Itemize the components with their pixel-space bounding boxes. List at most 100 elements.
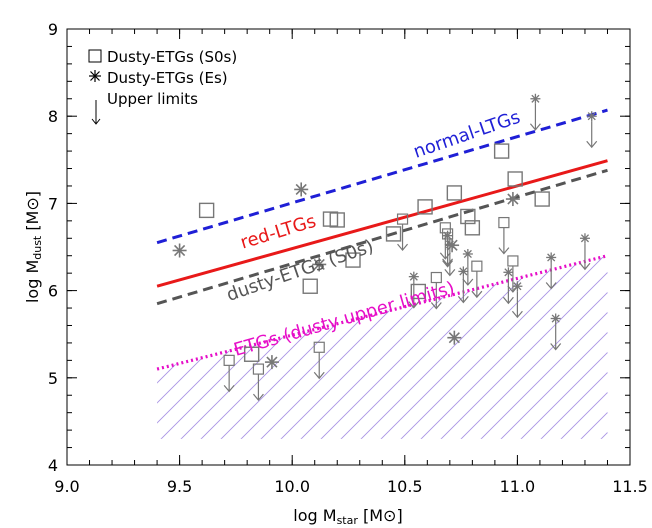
- down-arrow: [430, 282, 442, 310]
- hatch-line: [199, 255, 608, 439]
- square-marker: [507, 171, 523, 187]
- small-asterisk-marker: [512, 281, 523, 292]
- x-axis-title-main: log M: [293, 506, 336, 525]
- data-point: [417, 199, 433, 215]
- data-point: [294, 182, 309, 197]
- legend-entry-es: Dusty-ETGs (Es): [89, 69, 228, 87]
- data-point: [579, 233, 591, 271]
- hatch-line: [359, 255, 608, 439]
- series-upper-limits-squares-: [223, 213, 519, 402]
- small-asterisk-marker: [444, 239, 455, 250]
- arrow-head: [430, 302, 442, 310]
- legend-entry-s0: Dusty-ETGs (S0s): [88, 48, 237, 66]
- down-arrow: [502, 277, 514, 305]
- small-asterisk-marker: [530, 93, 541, 104]
- y-tick-label: 6: [48, 282, 58, 301]
- line-label-normal-ltgs: normal-LTGs: [411, 107, 523, 163]
- series-dusty-etgs-s0s-: [198, 143, 550, 362]
- down-arrow: [313, 352, 325, 380]
- hatch-line: [299, 255, 608, 439]
- data-point: [396, 213, 409, 252]
- x-tick-label: 11.5: [612, 477, 648, 496]
- legend-asterisk-marker: [89, 70, 101, 82]
- legend-label: Dusty-ETGs (S0s): [107, 48, 237, 66]
- x-axis-title-unit: [M: [358, 506, 383, 525]
- x-axis-title-unit-close: ]: [396, 506, 402, 525]
- data-point: [502, 267, 514, 305]
- small-asterisk-marker: [442, 230, 453, 241]
- square-marker: [410, 283, 427, 300]
- asterisk-stroke: [580, 234, 590, 243]
- fit-line-red-ltgs: [156, 159, 608, 288]
- arrow-head: [545, 282, 557, 290]
- data-point: [471, 260, 483, 299]
- fit-lines: [156, 108, 608, 371]
- y-tick-label: 8: [48, 107, 58, 126]
- arrow-head: [223, 384, 235, 393]
- arrow-head: [408, 301, 420, 309]
- asterisk-stroke: [507, 193, 519, 205]
- square-marker: [243, 346, 260, 362]
- small-asterisk-marker: [586, 111, 597, 122]
- down-arrow: [457, 276, 469, 304]
- asterisk-stroke: [587, 112, 596, 121]
- hatch-line: [479, 255, 608, 439]
- hatch-line: [519, 255, 608, 439]
- data-point: [498, 216, 510, 255]
- data-point: [493, 143, 510, 159]
- data-point: [446, 185, 463, 201]
- data-point: [464, 220, 481, 236]
- asterisk-marker: [447, 330, 462, 345]
- data-point: [312, 257, 327, 272]
- data-point: [462, 248, 474, 286]
- asterisk-marker: [294, 182, 309, 197]
- arrow-head: [397, 243, 409, 252]
- small-asterisk-marker: [579, 233, 590, 244]
- fit-line-normal-ltgs: [156, 108, 608, 245]
- y-axis-title-sub: dust: [31, 235, 44, 260]
- legend-square-marker: [88, 49, 102, 63]
- arrow-head: [502, 296, 514, 305]
- data-point: [264, 355, 279, 370]
- down-arrow: [498, 227, 510, 255]
- data-point: [385, 226, 402, 242]
- asterisk-stroke: [409, 272, 418, 281]
- x-tick-label: 10.5: [387, 477, 423, 496]
- hatch-line: [399, 255, 608, 439]
- down-arrow: [408, 281, 420, 309]
- data-point: [408, 271, 420, 309]
- hatch-line: [499, 255, 608, 439]
- arrow-head: [439, 252, 451, 260]
- asterisk-marker: [312, 257, 327, 272]
- y-tick-label: 4: [48, 456, 58, 475]
- hatch-line: [239, 255, 608, 439]
- square-marker: [345, 252, 361, 268]
- asterisk-stroke: [173, 244, 186, 257]
- data-point: [545, 252, 557, 290]
- square-marker: [198, 202, 215, 219]
- arrow-head: [442, 260, 454, 268]
- legend-arrow-marker: [91, 100, 101, 125]
- asterisk-stroke: [551, 314, 560, 323]
- hatch-line: [157, 255, 481, 439]
- data-point: [529, 93, 541, 131]
- asterisk-stroke: [313, 258, 325, 271]
- legend-label: Dusty-ETGs (Es): [107, 69, 228, 87]
- arrow-head: [498, 247, 510, 255]
- asterisk-stroke: [531, 94, 540, 103]
- asterisk-stroke: [504, 268, 513, 277]
- x-axis-title-sub: star: [337, 514, 359, 527]
- down-arrow: [586, 121, 598, 149]
- down-arrow: [545, 262, 557, 290]
- hatch-line: [379, 255, 608, 439]
- hatch-line: [219, 255, 608, 439]
- down-arrow: [223, 365, 235, 393]
- data-point: [345, 252, 361, 268]
- square-marker: [493, 143, 510, 159]
- data-point: [457, 266, 469, 304]
- y-axis-sun-symbol: ⊙: [23, 197, 42, 210]
- data-point: [430, 271, 442, 310]
- hatch-line: [157, 255, 581, 439]
- x-tick-label: 9.0: [54, 477, 79, 496]
- square-marker: [460, 208, 476, 225]
